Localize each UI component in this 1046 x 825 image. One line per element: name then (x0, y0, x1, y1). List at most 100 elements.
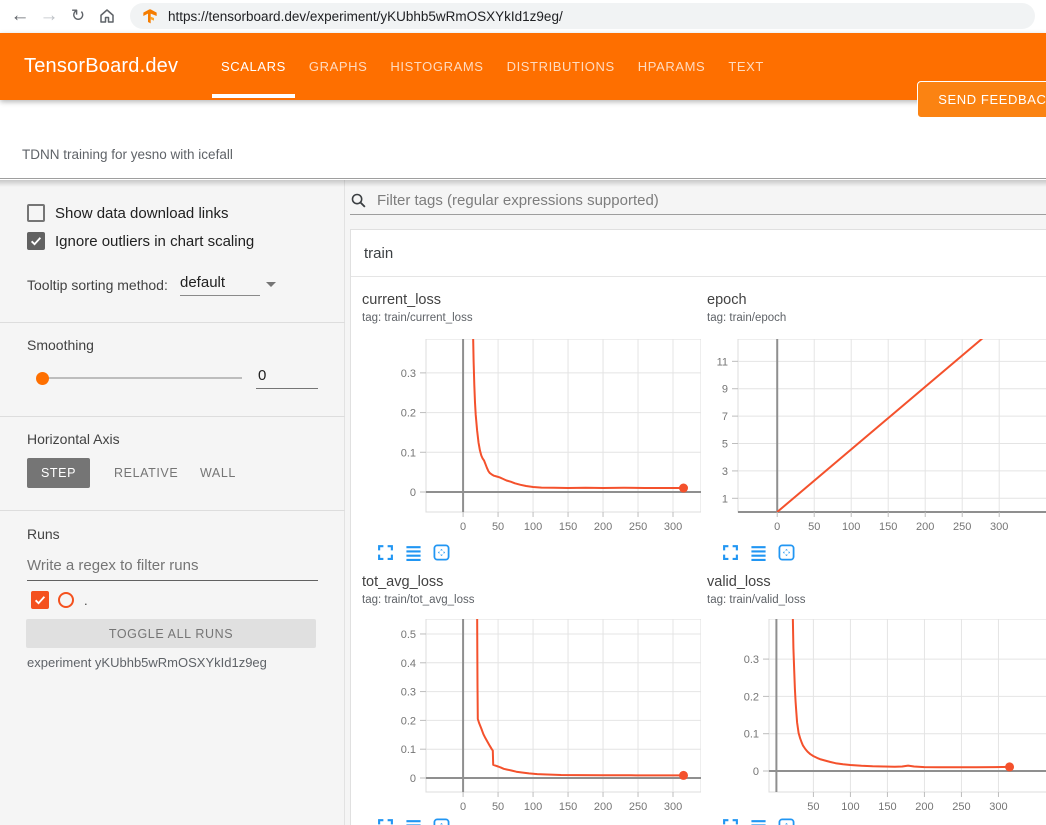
svg-text:0.2: 0.2 (744, 691, 759, 703)
svg-text:200: 200 (594, 801, 612, 813)
axis-wall-button[interactable]: WALL (186, 458, 250, 488)
checkbox-checked-icon[interactable] (27, 232, 45, 250)
tot_avg_loss-chart-canvas[interactable]: 05010015020025030000.10.20.30.40.5 (361, 619, 701, 814)
svg-text:100: 100 (841, 801, 859, 813)
axis-relative-button[interactable]: RELATIVE (100, 458, 192, 488)
browser-toolbar: ← → ↻ https://tensorboard.dev/experiment… (0, 0, 1046, 33)
back-icon[interactable]: ← (7, 3, 33, 29)
chart-cell-current-loss: current_loss tag: train/current_loss 050… (361, 290, 711, 580)
svg-text:250: 250 (629, 521, 647, 533)
svg-text:200: 200 (916, 521, 934, 533)
smoothing-value-input[interactable]: 0 (256, 367, 318, 389)
experiment-title: TDNN training for yesno with icefall (22, 147, 233, 162)
run-row: . (31, 591, 88, 609)
valid_loss-chart-canvas[interactable]: 5010015020025030000.10.20.3 (706, 619, 1046, 814)
train-section-card: train current_loss tag: train/current_lo… (350, 229, 1046, 825)
divider (351, 276, 1046, 277)
url-text: https://tensorboard.dev/experiment/yKUbh… (168, 9, 563, 24)
tab-text[interactable]: TEXT (717, 33, 775, 100)
smoothing-slider-track[interactable] (40, 377, 242, 379)
expand-chart-icon[interactable] (377, 818, 394, 825)
svg-text:0: 0 (460, 521, 466, 533)
run-color-swatch-icon (58, 592, 74, 608)
tensorboard-favicon-icon (142, 8, 158, 24)
fit-domain-icon[interactable] (778, 544, 795, 561)
svg-text:0: 0 (410, 773, 416, 785)
runs-selector-icon[interactable] (405, 544, 422, 561)
svg-text:0.2: 0.2 (401, 715, 416, 727)
nav-tabs: SCALARS GRAPHS HISTOGRAMS DISTRIBUTIONS … (210, 33, 776, 100)
svg-text:0: 0 (753, 766, 759, 778)
forward-icon[interactable]: → (36, 3, 62, 29)
experiment-id-label: experiment yKUbhb5wRmOSXYkId1z9eg (27, 655, 267, 670)
chevron-down-icon[interactable] (266, 282, 276, 287)
svg-text:200: 200 (915, 801, 933, 813)
tooltip-sorting-select[interactable]: default (180, 274, 260, 296)
expand-chart-icon[interactable] (722, 818, 739, 825)
fit-domain-icon[interactable] (778, 818, 795, 825)
svg-text:300: 300 (664, 521, 682, 533)
svg-text:5: 5 (722, 439, 728, 451)
tab-scalars[interactable]: SCALARS (210, 33, 297, 100)
tab-histograms[interactable]: HISTOGRAMS (379, 33, 494, 100)
svg-text:7: 7 (722, 411, 728, 423)
runs-selector-icon[interactable] (750, 544, 767, 561)
expand-chart-icon[interactable] (722, 544, 739, 561)
svg-text:0.3: 0.3 (401, 687, 416, 699)
fit-domain-icon[interactable] (433, 544, 450, 561)
filter-tags-input[interactable]: Filter tags (regular expressions support… (350, 186, 1046, 215)
runs-regex-input[interactable]: Write a regex to filter runs (27, 557, 318, 581)
runs-label: Runs (27, 526, 60, 542)
svg-text:0.2: 0.2 (401, 408, 416, 420)
expand-chart-icon[interactable] (377, 544, 394, 561)
tab-graphs[interactable]: GRAPHS (298, 33, 379, 100)
svg-text:150: 150 (879, 521, 897, 533)
runs-selector-icon[interactable] (750, 818, 767, 825)
address-bar[interactable]: https://tensorboard.dev/experiment/yKUbh… (130, 3, 1035, 29)
section-title[interactable]: train (364, 245, 393, 262)
fit-domain-icon[interactable] (433, 818, 450, 825)
checkbox-unchecked-icon[interactable] (27, 204, 45, 222)
home-icon[interactable] (94, 3, 120, 29)
app-header: TensorBoard.dev SCALARS GRAPHS HISTOGRAM… (0, 33, 1046, 100)
run-checkbox[interactable] (31, 591, 49, 609)
axis-step-button[interactable]: STEP (27, 458, 90, 488)
app-logo: TensorBoard.dev (24, 33, 178, 100)
chart-tag: tag: train/epoch (707, 312, 786, 324)
experiment-title-band: TDNN training for yesno with icefall (0, 100, 1046, 179)
tab-distributions[interactable]: DISTRIBUTIONS (496, 33, 626, 100)
refresh-icon[interactable]: ↻ (65, 3, 91, 29)
show-download-links-checkbox[interactable]: Show data download links (27, 204, 228, 222)
svg-text:50: 50 (807, 801, 819, 813)
svg-text:0.4: 0.4 (401, 658, 416, 670)
svg-text:300: 300 (989, 801, 1007, 813)
svg-text:250: 250 (629, 801, 647, 813)
chart-title: current_loss (362, 292, 441, 308)
epoch-chart-canvas[interactable]: 0501001502002503001357911 (706, 339, 1046, 534)
svg-text:100: 100 (524, 801, 542, 813)
toggle-all-runs-button[interactable]: TOGGLE ALL RUNS (26, 619, 316, 648)
chart-cell-tot-avg-loss: tot_avg_loss tag: train/tot_avg_loss 050… (361, 572, 711, 825)
svg-text:0.3: 0.3 (401, 368, 416, 380)
tooltip-sorting-label: Tooltip sorting method: (27, 277, 168, 293)
chart-tag: tag: train/valid_loss (707, 594, 805, 606)
tab-hparams[interactable]: HPARAMS (627, 33, 717, 100)
svg-text:100: 100 (842, 521, 860, 533)
ignore-outliers-checkbox[interactable]: Ignore outliers in chart scaling (27, 232, 254, 250)
send-feedback-button[interactable]: SEND FEEDBACK (917, 81, 1046, 118)
svg-text:0: 0 (460, 801, 466, 813)
chart-title: epoch (707, 292, 747, 308)
horizontal-axis-label: Horizontal Axis (27, 431, 120, 447)
divider (0, 510, 345, 511)
svg-text:250: 250 (953, 521, 971, 533)
smoothing-slider-thumb[interactable] (36, 372, 49, 385)
svg-text:100: 100 (524, 521, 542, 533)
divider (0, 416, 345, 417)
chart-tag: tag: train/current_loss (362, 312, 473, 324)
runs-selector-icon[interactable] (405, 818, 422, 825)
svg-text:0.3: 0.3 (744, 654, 759, 666)
svg-text:200: 200 (594, 521, 612, 533)
svg-text:300: 300 (990, 521, 1008, 533)
current_loss-chart-canvas[interactable]: 05010015020025030000.10.20.3 (361, 339, 701, 534)
svg-text:150: 150 (559, 801, 577, 813)
